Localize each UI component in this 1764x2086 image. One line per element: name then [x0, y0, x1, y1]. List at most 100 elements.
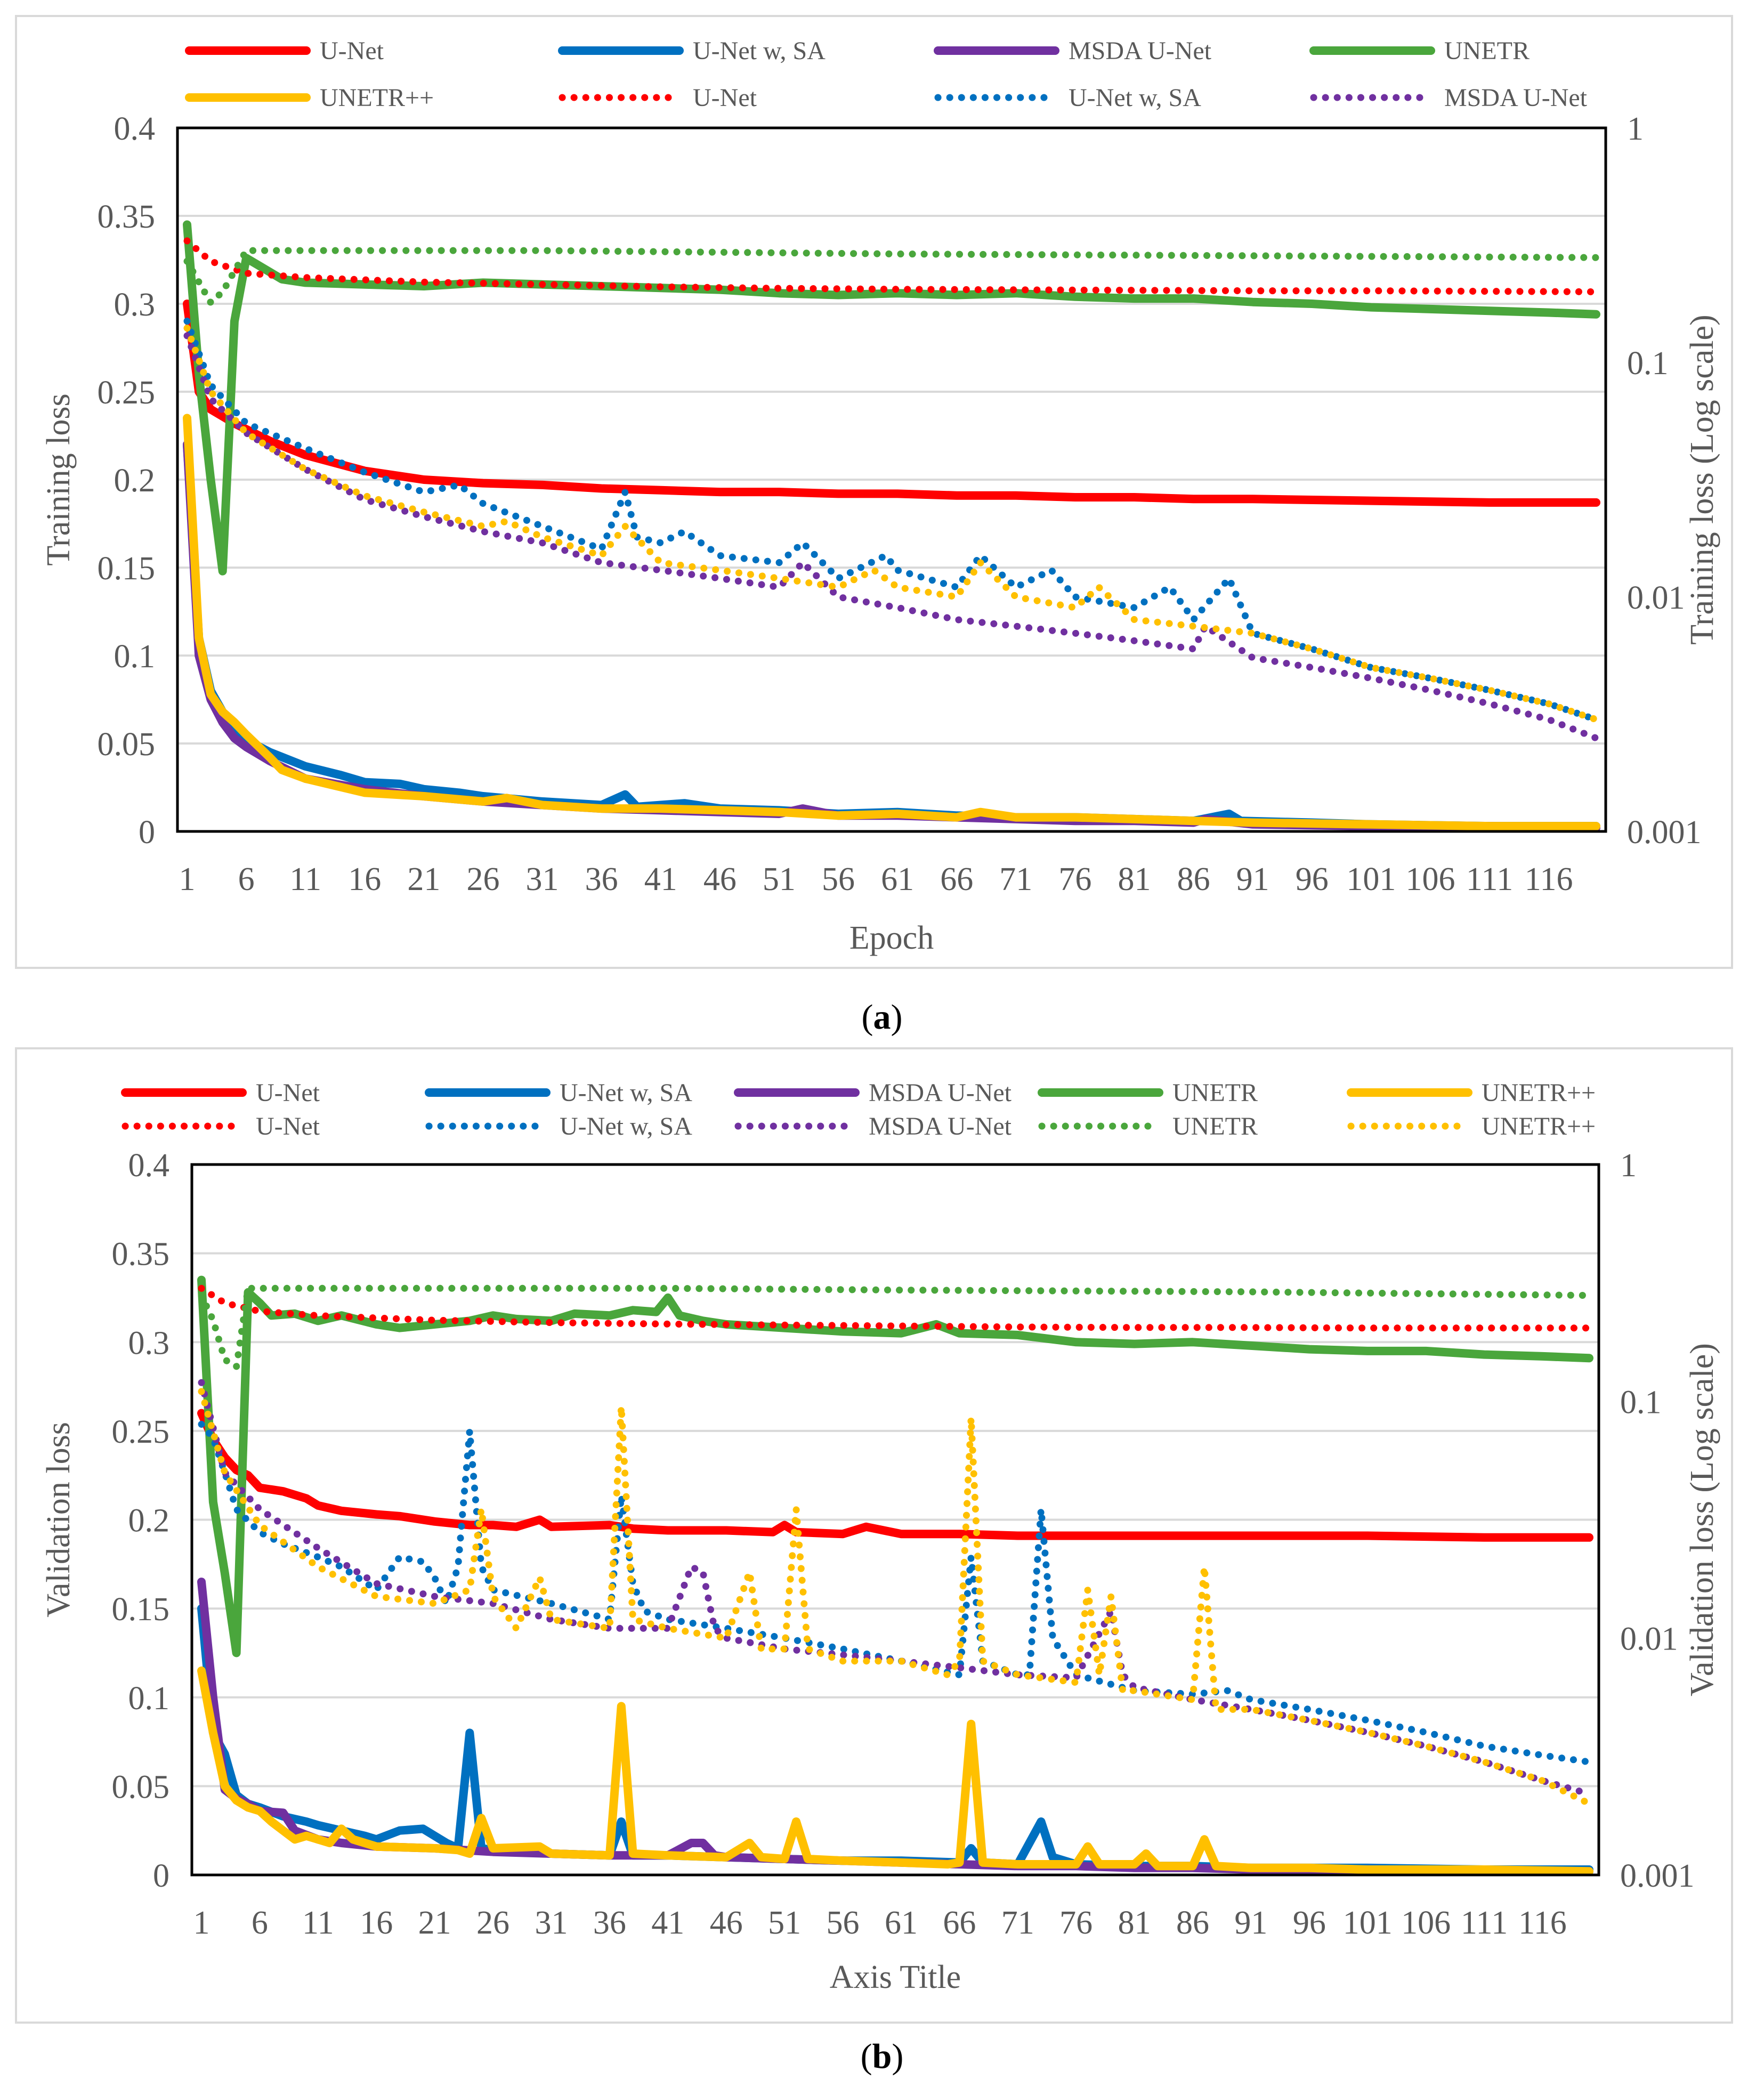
- x-tick-label: 21: [407, 861, 440, 898]
- x-tick-label: 81: [1118, 1905, 1151, 1941]
- caption-part: (: [861, 2037, 872, 2076]
- x-tick-label: 21: [418, 1905, 451, 1941]
- series-group: [197, 1275, 1593, 1876]
- x-tick-label: 26: [476, 1905, 509, 1941]
- x-tick-label: 51: [763, 861, 796, 898]
- y-axis-title: Training loss: [41, 393, 77, 565]
- series-line-unetr-dotted: [198, 1284, 1593, 1370]
- y-tick-label: 0.05: [112, 1769, 170, 1805]
- y-tick-label: 0: [153, 1858, 169, 1894]
- caption-part: ): [892, 2037, 903, 2076]
- legend-label: MSDA U-Net: [1444, 84, 1588, 112]
- x-tick-label: 16: [348, 861, 381, 898]
- y2-tick-label: 1: [1620, 1147, 1637, 1184]
- y-tick-label: 0.15: [112, 1591, 170, 1628]
- legend-label: MSDA U-Net: [1069, 37, 1212, 65]
- x-tick-label: 86: [1176, 1905, 1209, 1941]
- x-tick-label: 71: [999, 861, 1032, 898]
- x-tick-label: 101: [1346, 861, 1396, 898]
- series-line-u-net-w-sa-solid: [197, 1604, 1593, 1874]
- legend-label: U-Net w, SA: [1069, 84, 1201, 112]
- x-tick-label: 41: [644, 861, 677, 898]
- y-tick-label: 0.3: [128, 1325, 170, 1361]
- x-tick-label: 46: [703, 861, 737, 898]
- x-tick-label: 111: [1466, 861, 1513, 898]
- x-tick-label: 61: [885, 1905, 918, 1941]
- series-line-msda-u-net-dotted: [183, 332, 1600, 742]
- y-tick-label: 0.35: [112, 1236, 170, 1273]
- legend-label: UNETR: [1444, 37, 1530, 65]
- legend-label: MSDA U-Net: [869, 1112, 1012, 1141]
- legend-label: U-Net w, SA: [693, 37, 826, 65]
- series-line-u-net-w-sa-dotted: [183, 318, 1600, 723]
- legend-label: UNETR++: [1482, 1112, 1596, 1141]
- y-tick-label: 0.05: [98, 726, 156, 763]
- x-tick-label: 46: [710, 1905, 743, 1941]
- y2-tick-label: 0.001: [1620, 1858, 1695, 1894]
- legend-label: U-Net: [693, 84, 757, 112]
- panel-caption: (b): [861, 2037, 904, 2076]
- chart-frame: [15, 1047, 1733, 2024]
- y-axis-title: Validation loss: [41, 1422, 77, 1618]
- y-tick-label: 0.1: [114, 638, 156, 675]
- y2-tick-label: 0.01: [1627, 580, 1685, 616]
- series-line-unetr-plus-plus-solid: [183, 414, 1600, 831]
- x-axis-title: Epoch: [849, 920, 934, 956]
- x-tick-label: 71: [1001, 1905, 1034, 1941]
- series-line-unetr-plus-plus-dotted: [183, 325, 1600, 723]
- x-tick-label: 11: [302, 1905, 334, 1941]
- caption-part: b: [872, 2037, 892, 2076]
- legend-label: UNETR++: [1482, 1079, 1596, 1107]
- panel-caption: (a): [862, 998, 903, 1037]
- x-tick-label: 6: [238, 861, 255, 898]
- x-tick-label: 86: [1177, 861, 1210, 898]
- series-line-u-net-solid: [183, 300, 1600, 507]
- x-tick-label: 66: [943, 1905, 976, 1941]
- plot-area-border: [190, 1163, 1600, 1877]
- x-tick-label: 111: [1461, 1905, 1508, 1941]
- x-tick-label: 31: [535, 1905, 568, 1941]
- x-tick-label: 6: [252, 1905, 268, 1941]
- y-tick-label: 0.3: [114, 287, 156, 323]
- x-tick-label: 1: [179, 861, 196, 898]
- x-tick-label: 66: [940, 861, 973, 898]
- y2-tick-label: 0.1: [1627, 345, 1669, 382]
- x-tick-label: 16: [360, 1905, 393, 1941]
- caption-part: (: [862, 998, 873, 1037]
- x-tick-label: 36: [593, 1905, 626, 1941]
- y-tick-label: 0.35: [98, 199, 156, 235]
- x-tick-label: 41: [651, 1905, 684, 1941]
- series-group: [183, 220, 1600, 832]
- y2-tick-label: 0.01: [1620, 1621, 1678, 1658]
- chart-panel-b: 0 0.05 0.1 0.15 0.2 0.25 0.3 0.35 0.4 0.001 0.01 0.…: [15, 1047, 1733, 2076]
- legend-label: U-Net: [256, 1112, 320, 1141]
- x-tick-label: 56: [827, 1905, 860, 1941]
- y-tick-label: 0.1: [128, 1680, 170, 1717]
- series-line-unetr-plus-plus-solid: [197, 1666, 1593, 1876]
- legend: U-Net U-Net w, SA MSDA U-Net UNETR UNETR++ U-…: [185, 37, 1588, 112]
- chart-panel-a: 0 0.05 0.1 0.15 0.2 0.25 0.3 0.35 0.4 0.001 0.01 0.…: [15, 15, 1733, 1037]
- plot-area-border: [176, 126, 1607, 833]
- y-tick-label: 0.4: [128, 1147, 170, 1184]
- legend-label: UNETR: [1172, 1079, 1258, 1107]
- y2-axis-title: Training loss (Log scale): [1684, 314, 1720, 644]
- y-tick-label: 0.25: [112, 1414, 170, 1450]
- series-line-unetr-dotted: [183, 247, 1600, 306]
- x-tick-label: 81: [1118, 861, 1151, 898]
- legend-label: U-Net: [320, 37, 384, 65]
- y-tick-label: 0.25: [98, 375, 156, 411]
- legend: U-Net U-Net w, SA MSDA U-Net UNETR UNETR++ U-…: [121, 1079, 1596, 1141]
- y2-tick-label: 0.001: [1627, 814, 1702, 851]
- x-tick-label: 106: [1401, 1905, 1451, 1941]
- x-tick-label: 56: [822, 861, 855, 898]
- y-tick-label: 0.15: [98, 551, 156, 587]
- x-tick-label: 106: [1405, 861, 1455, 898]
- legend-label: U-Net: [256, 1079, 320, 1107]
- legend-label: U-Net w, SA: [560, 1079, 692, 1107]
- x-tick-label: 96: [1293, 1905, 1326, 1941]
- chart-frame: [15, 15, 1733, 969]
- x-tick-label: 76: [1058, 861, 1091, 898]
- series-line-unetr-solid: [197, 1275, 1593, 1658]
